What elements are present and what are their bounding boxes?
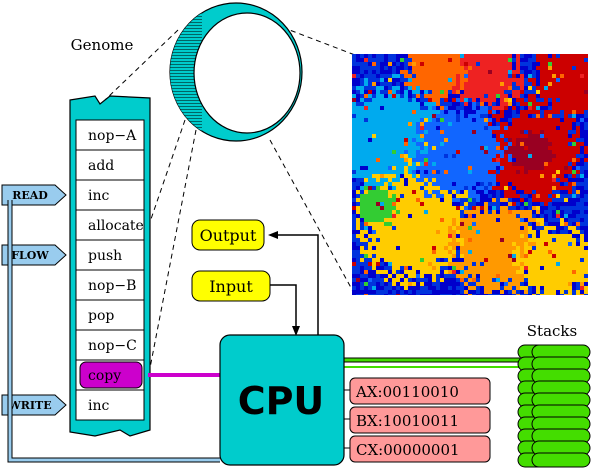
genome-strip: nop−A add inc allocate push nop−B pop nop−C copy… xyxy=(70,96,150,436)
input-arrow xyxy=(270,285,296,330)
genome-instruction: allocate xyxy=(76,210,144,240)
instruction-label: copy xyxy=(88,368,121,384)
stack-slot xyxy=(532,453,590,467)
output-arrowhead xyxy=(268,231,278,239)
genome-ring xyxy=(170,3,302,141)
genome-instruction: copy xyxy=(76,360,144,390)
input-label: Input xyxy=(209,277,253,296)
instruction-label: push xyxy=(88,248,122,264)
pointer-label: WRITE xyxy=(7,399,51,412)
instruction-label: pop xyxy=(88,308,114,324)
genome-instruction: add xyxy=(76,150,144,180)
genome-instruction: inc xyxy=(76,180,144,210)
genome-instruction: inc xyxy=(76,390,144,420)
pointer-label: FLOW xyxy=(11,249,49,262)
genome-instruction: nop−A xyxy=(76,120,144,150)
register-value: BX:10010011 xyxy=(356,412,459,430)
register-box: AX:00110010 xyxy=(344,378,490,404)
instruction-label: nop−C xyxy=(88,338,137,354)
instruction-label: allocate xyxy=(88,218,144,234)
genome-instruction: pop xyxy=(76,300,144,330)
register-box: CX:00000001 xyxy=(344,436,490,462)
genome-instruction: push xyxy=(76,240,144,270)
instruction-label: nop−A xyxy=(88,128,137,144)
register-value: AX:00110010 xyxy=(355,383,459,401)
instruction-label: nop−B xyxy=(88,278,136,294)
instruction-label: inc xyxy=(88,188,109,204)
output-label: Output xyxy=(200,226,257,245)
input-box: Input xyxy=(192,271,270,301)
register-value: CX:00000001 xyxy=(356,441,460,459)
instruction-label: inc xyxy=(88,398,109,414)
pointer-label: READ xyxy=(12,189,48,202)
register-box: BX:10010011 xyxy=(344,407,490,433)
instruction-label: add xyxy=(88,158,114,174)
output-box: Output xyxy=(192,220,264,250)
population-grid xyxy=(352,54,588,298)
genome-label: Genome xyxy=(71,36,134,54)
cpu-box: CPU xyxy=(220,335,344,465)
cpu-label: CPU xyxy=(238,379,325,423)
stack-links xyxy=(342,360,520,367)
stack xyxy=(532,345,590,467)
stacks-label: Stacks xyxy=(527,322,577,340)
genome-instruction: nop−C xyxy=(76,330,144,360)
genome-instruction: nop−B xyxy=(76,270,144,300)
